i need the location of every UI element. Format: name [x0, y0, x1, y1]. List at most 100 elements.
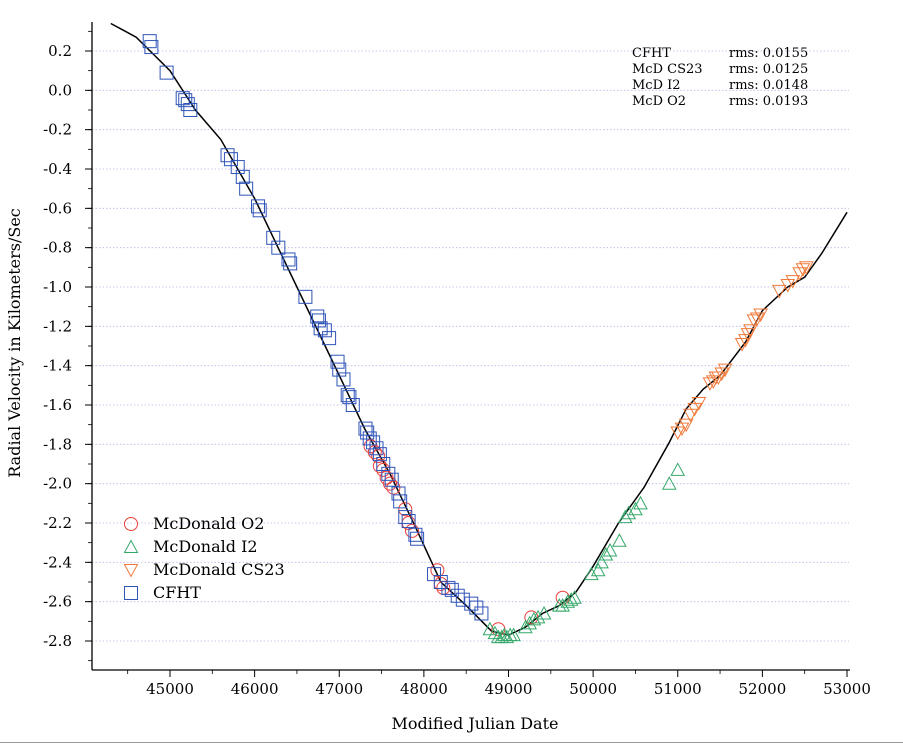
point-cfht	[474, 606, 489, 621]
legend-label: McDonald CS23	[153, 560, 285, 579]
point-mcdonald-i2	[670, 462, 686, 476]
legend-label: McDonald I2	[153, 537, 258, 556]
rms-box: CFHT rms: 0.0155 McD CS23 rms: 0.0125 McD I2…	[632, 46, 808, 109]
point-cfht	[336, 372, 351, 387]
point-cfht	[281, 252, 296, 267]
point-cfht	[384, 472, 399, 487]
x-tick-label: 46000	[231, 680, 279, 698]
point-cfht	[178, 93, 193, 108]
point-cfht	[252, 203, 267, 218]
point-cfht	[358, 421, 373, 436]
point-cfht	[183, 103, 198, 117]
y-tick-label: -2.4	[43, 553, 72, 571]
axis-ticks: 0.2 0.0 -0.2 -0.4 -0.6 -0.8 -1.0 -1.2 -1.4 -1.6 -1…	[43, 30, 871, 698]
y-tick-label: -2.6	[43, 593, 72, 611]
legend-label: McDonald O2	[153, 514, 264, 533]
point-cfht	[360, 425, 375, 440]
point-cfht	[391, 486, 406, 501]
point-mcdonald-i2	[563, 592, 579, 606]
point-cfht	[408, 527, 423, 542]
point-mcdonald-i2	[584, 566, 599, 581]
x-tick-label: 49000	[485, 680, 533, 698]
point-mcdonald-cs23	[691, 397, 707, 411]
point-cfht	[332, 362, 347, 377]
point-mcdonald-cs23	[749, 312, 765, 327]
point-mcdonald-i2	[530, 609, 546, 624]
point-mcdonald-o2	[386, 480, 401, 495]
point-cfht	[180, 97, 195, 112]
point-mcdonald-cs23	[714, 367, 730, 382]
point-cfht	[330, 354, 345, 369]
point-mcdonald-i2	[617, 509, 633, 524]
point-cfht	[322, 331, 337, 346]
point-cfht	[159, 65, 174, 80]
point-mcdonald-i2	[594, 554, 609, 569]
bottom-divider	[0, 742, 903, 743]
point-mcdonald-cs23	[771, 284, 787, 299]
legend: McDonald O2 McDonald I2 McDonald CS23 CFHT	[123, 514, 285, 602]
point-cfht	[393, 494, 408, 509]
point-mcdonald-i2	[621, 505, 637, 520]
point-mcdonald-cs23	[683, 408, 698, 423]
point-mcdonald-cs23	[785, 275, 801, 289]
rms-value: rms: 0.0125	[729, 62, 808, 77]
point-cfht	[230, 160, 245, 175]
y-tick-label: -0.2	[43, 121, 72, 139]
point-cfht	[220, 148, 235, 163]
y-tick-label: -0.6	[43, 199, 72, 217]
point-mcdonald-i2	[487, 625, 503, 640]
y-tick-label: -1.8	[43, 435, 72, 453]
point-mcdonald-o2	[405, 523, 420, 538]
y-tick-label: -1.6	[43, 396, 72, 414]
point-mcdonald-cs23	[738, 334, 753, 348]
x-tick-label: 45000	[146, 680, 194, 698]
legend-marker	[123, 563, 139, 578]
point-mcdonald-i2	[590, 562, 606, 577]
point-cfht	[310, 309, 325, 324]
rms-value: rms: 0.0155	[729, 46, 808, 61]
y-axis-label: Radial Velocity in Kilometers/Sec	[5, 208, 24, 478]
point-cfht	[342, 390, 357, 405]
point-cfht	[369, 441, 384, 456]
point-mcdonald-cs23	[792, 267, 807, 281]
point-mcdonald-cs23	[717, 363, 733, 378]
point-mcdonald-i2	[602, 542, 618, 557]
x-axis-label: Modified Julian Date	[392, 714, 559, 733]
point-cfht	[144, 40, 159, 55]
point-cfht	[283, 256, 298, 271]
point-mcdonald-i2	[612, 533, 627, 547]
point-cfht	[410, 531, 425, 546]
point-cfht	[376, 457, 391, 471]
point-cfht	[239, 181, 254, 196]
point-cfht	[340, 388, 355, 403]
point-mcdonald-o2	[367, 445, 382, 460]
point-cfht	[266, 230, 281, 245]
point-cfht	[175, 91, 190, 106]
point-mcdonald-cs23	[678, 418, 694, 433]
point-mcdonald-i2	[518, 619, 533, 634]
legend-marker	[124, 517, 138, 531]
legend-label: CFHT	[153, 583, 201, 602]
point-mcdonald-i2	[506, 627, 521, 642]
point-mcdonald-i2	[633, 495, 648, 510]
point-cfht	[271, 240, 286, 255]
point-cfht	[311, 313, 326, 328]
y-tick-label: -0.4	[43, 160, 72, 178]
point-cfht	[469, 600, 484, 615]
point-cfht	[251, 199, 266, 214]
point-cfht	[444, 582, 459, 597]
rms-name: McD CS23	[632, 62, 703, 77]
point-mcdonald-i2	[598, 546, 614, 561]
point-cfht	[345, 398, 360, 412]
point-mcdonald-i2	[482, 621, 498, 636]
point-mcdonald-i2	[536, 605, 552, 620]
point-cfht	[441, 580, 456, 595]
y-tick-label: 0.2	[48, 42, 72, 60]
point-mcdonald-i2	[499, 629, 515, 644]
point-mcdonald-cs23	[753, 308, 769, 323]
point-mcdonald-cs23	[746, 314, 762, 328]
grid-lines	[92, 50, 849, 642]
point-cfht	[433, 575, 448, 589]
x-tick-label: 47000	[315, 680, 363, 698]
